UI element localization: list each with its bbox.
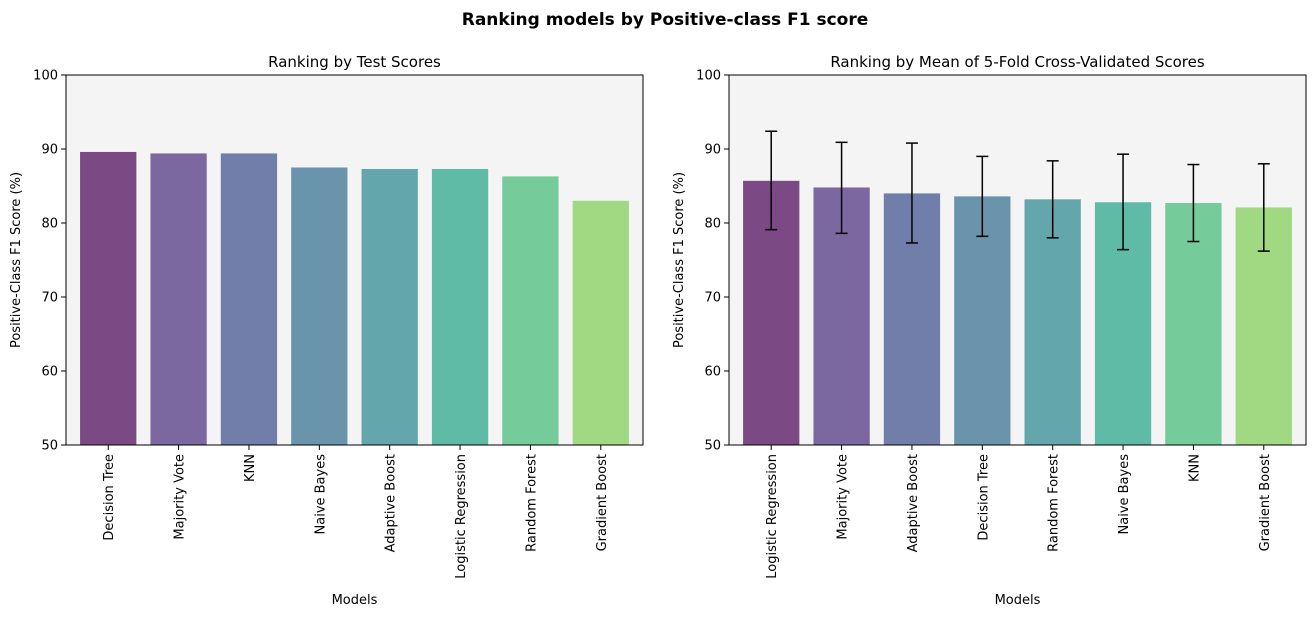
y-tick-label: 80 [41,217,58,232]
x-tick-label: KNN [1187,454,1202,482]
y-axis-label: Positive-Class F1 Score (%) [9,172,24,348]
x-tick-label: Adaptive Boost [906,454,921,552]
y-tick-label: 80 [704,217,721,232]
x-tick-label: Random Forest [524,454,539,552]
y-tick-label: 50 [704,439,721,454]
figure-suptitle: Ranking models by Positive-class F1 scor… [462,10,869,30]
y-tick-label: 60 [41,365,58,380]
bar-5 [431,168,489,446]
bar-7 [572,200,629,445]
bar-6 [502,176,559,445]
x-axis-label: Models [995,593,1041,608]
x-tick-label: Gradient Boost [595,454,610,551]
y-tick-label: 60 [704,365,721,380]
x-tick-label: Naive Bayes [1117,454,1132,535]
y-tick-label: 100 [696,69,721,84]
chart-cv-scores: 50 60 70 80 90 100 Logistic Regression Majority… [672,53,1307,608]
y-tick-label: 90 [41,143,58,158]
y-tick-label: 70 [704,291,721,306]
x-tick-label: Random Forest [1047,454,1062,552]
chart-title: Ranking by Mean of 5-Fold Cross-Validate… [830,53,1205,71]
bar-6 [1165,203,1222,445]
plot-frame [728,74,1307,446]
y-tick-label: 50 [41,439,58,454]
x-tick-label: Naive Bayes [313,454,328,535]
bar-4 [1024,199,1081,445]
x-tick-label: Decision Tree [102,454,117,541]
x-tick-label: Adaptive Boost [384,454,399,552]
x-tick-label: Logistic Regression [454,454,469,579]
y-tick-label: 90 [704,143,721,158]
bar-0 [80,151,137,445]
bar-2 [220,153,278,445]
chart-title: Ranking by Test Scores [268,53,441,71]
bar-4 [361,168,418,446]
x-tick-label: Gradient Boost [1258,454,1273,551]
x-tick-label: KNN [243,454,258,482]
y-tick-label: 100 [33,69,58,84]
x-tick-label: Majority Vote [836,454,851,540]
x-tick-label: Majority Vote [173,454,188,540]
bar-1 [150,153,207,445]
x-axis-label: Models [332,593,378,608]
plot-frame [65,74,644,446]
bar-3 [954,196,1011,445]
x-tick-label: Logistic Regression [765,454,780,579]
chart-test-scores: 50 60 70 80 90 100 Decision Tree Majority Vote K… [9,53,644,608]
bar-3 [291,167,348,445]
y-axis-label: Positive-Class F1 Score (%) [672,172,687,348]
y-tick-label: 70 [41,291,58,306]
x-tick-label: Decision Tree [976,454,991,541]
